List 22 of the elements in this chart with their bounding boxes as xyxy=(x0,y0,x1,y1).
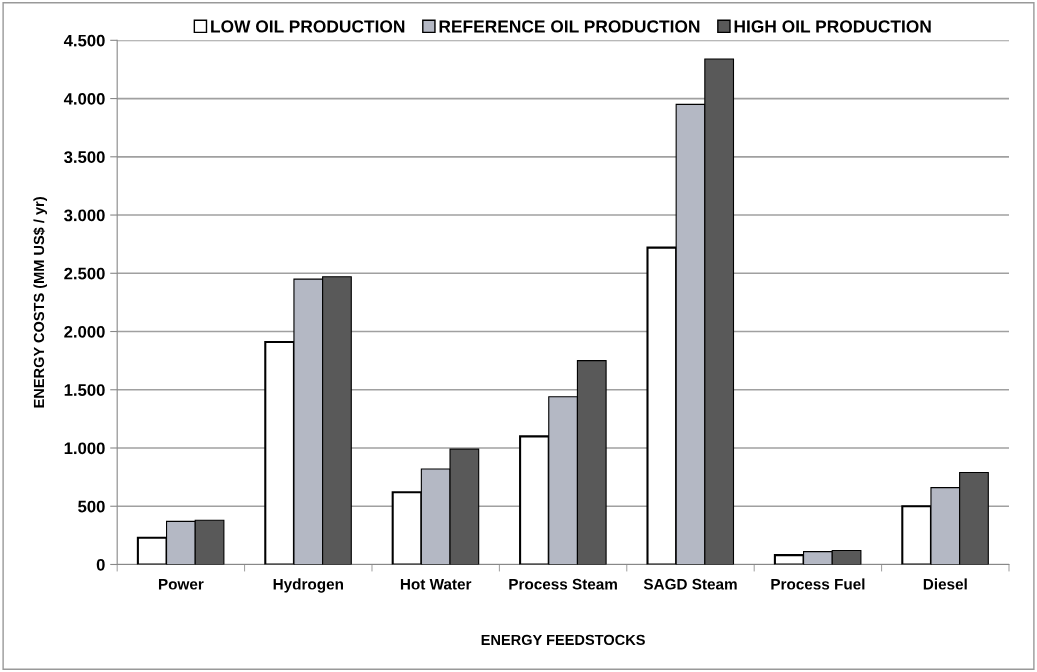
x-axis-title: ENERGY FEEDSTOCKS xyxy=(481,634,645,646)
y-tick-label: 0 xyxy=(96,558,105,571)
y-tick-label: 500 xyxy=(78,500,105,513)
y-axis-title: ENERGY COSTS (MM US$ / yr) xyxy=(33,197,48,408)
y-tick-label: 3.500 xyxy=(64,151,105,164)
y-tick-label: 4.500 xyxy=(63,34,105,47)
legend-label: REFERENCE OIL PRODUCTION xyxy=(439,20,700,33)
y-tick-label: 2.000 xyxy=(64,325,105,338)
y-tick-label: 4.000 xyxy=(63,92,105,105)
y-tick-label: 1.000 xyxy=(64,442,105,455)
x-tick-label: Process Steam xyxy=(509,578,617,590)
x-tick-label: Diesel xyxy=(923,578,967,590)
x-tick-label: SAGD Steam xyxy=(643,578,737,590)
x-tick-label: Hot Water xyxy=(400,578,472,590)
legend-label: HIGH OIL PRODUCTION xyxy=(734,20,931,33)
x-tick-label: Power xyxy=(158,578,204,590)
y-tick-label: 2.500 xyxy=(64,267,105,280)
x-tick-label: Hydrogen xyxy=(273,578,343,593)
y-tick-label: 3.000 xyxy=(64,209,105,222)
y-tick-label: 1.500 xyxy=(64,384,105,396)
legend-label: LOW OIL PRODUCTION xyxy=(211,20,405,33)
x-tick-label: Process Fuel xyxy=(771,578,865,590)
